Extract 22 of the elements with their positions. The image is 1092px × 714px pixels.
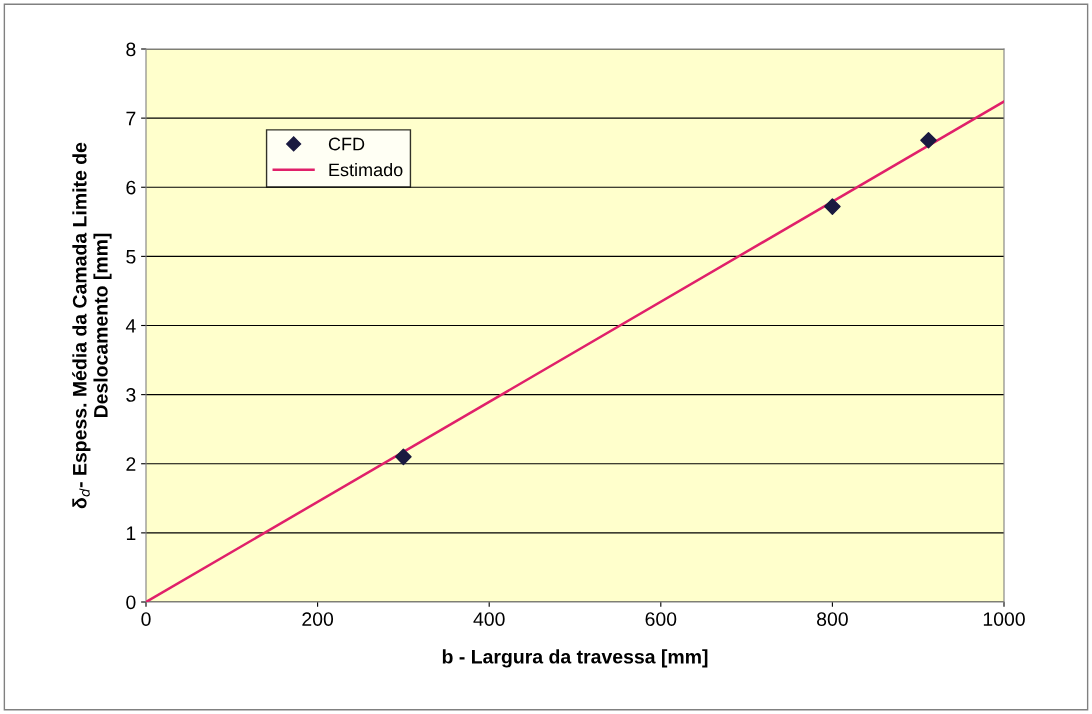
y-tick-label: 0 — [126, 595, 136, 610]
x-tick-label: 1000 — [983, 612, 1025, 626]
y-tick-label: 1 — [126, 526, 136, 540]
legend-label: Estimado — [329, 163, 403, 177]
x-tick-label: 400 — [473, 612, 505, 626]
point — [395, 448, 412, 466]
legend-label: CFD — [328, 137, 365, 151]
x-tick-label: 800 — [817, 612, 848, 626]
y-tick-label: 7 — [126, 111, 136, 126]
y-tick-label: 3 — [126, 388, 136, 402]
y-tick-label: 6 — [126, 180, 136, 195]
y-tick-label: 4 — [125, 319, 136, 333]
y-tick-label: 5 — [126, 250, 136, 264]
x-tick-label: 600 — [645, 612, 677, 626]
y-axis-title: δ$_{d}$- Espess. Média da Camada Limite de Deslocamento [mm] — [72, 142, 112, 509]
x-axis-title: b - Largura da travessa [mm] — [442, 649, 708, 668]
x-tick-label: 0 — [141, 612, 151, 626]
point — [920, 131, 937, 149]
point — [824, 198, 841, 215]
y-tick-label: 2 — [126, 457, 136, 471]
y-tick-label: 8 — [126, 42, 136, 57]
x-tick-label: 200 — [302, 612, 334, 626]
